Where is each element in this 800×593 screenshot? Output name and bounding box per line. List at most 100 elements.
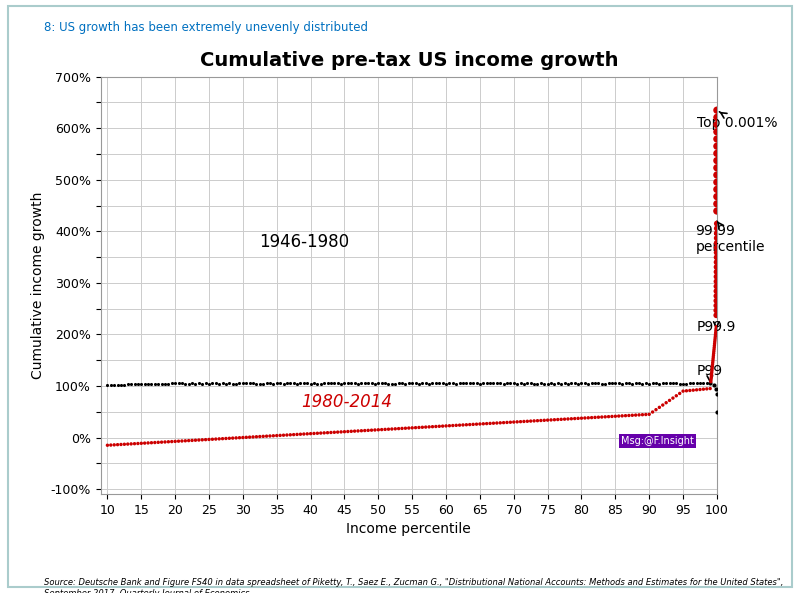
Point [128,380,141,389]
Point [450,420,462,430]
Point [504,378,517,388]
Point [355,378,368,388]
Point [111,440,124,449]
Point [226,379,239,388]
Point [321,378,334,388]
Point [162,379,174,388]
Point [700,378,713,388]
Point [440,379,453,388]
Point [419,379,432,388]
Point [263,378,276,388]
Point [477,419,490,429]
Point [219,433,232,443]
Point [342,427,354,436]
Point [706,354,719,364]
Point [595,379,608,388]
Point [710,327,722,337]
Point [416,423,429,432]
Point [389,379,402,388]
Point [710,156,723,165]
Point [538,379,550,388]
Point [653,403,666,412]
Point [179,379,192,388]
Point [402,423,415,433]
Point [331,378,344,388]
Point [656,400,669,410]
Point [369,425,382,435]
Point [436,379,449,388]
Point [213,379,226,388]
Point [558,378,571,388]
Point [598,412,611,422]
Point [548,415,561,425]
Point [602,412,615,422]
Point [378,378,391,388]
Point [284,378,297,388]
Point [210,434,222,444]
Point [223,378,236,388]
Point [233,433,246,442]
Point [430,378,442,388]
Point [105,380,118,390]
Point [358,426,371,435]
Point [307,429,320,438]
Point [690,378,703,388]
Point [707,352,720,362]
Point [155,379,168,388]
Point [663,378,676,388]
Point [558,415,571,424]
Point [480,419,493,428]
Point [382,425,395,434]
Point [708,339,721,349]
Point [318,428,330,438]
Point [619,411,632,420]
Point [182,436,195,445]
Point [240,432,253,442]
Point [334,379,347,388]
Point [206,435,218,444]
Point [572,379,585,388]
Point [135,439,148,448]
Point [114,380,127,390]
Point [670,379,682,388]
Point [616,411,629,420]
Point [582,413,594,423]
Point [518,379,530,388]
Point [650,405,662,415]
Point [643,410,656,419]
Point [707,350,720,360]
Point [710,199,723,209]
Point [609,412,622,421]
Point [674,388,686,398]
Point [399,379,412,388]
Point [328,428,341,437]
Point [705,373,718,382]
Point [710,407,723,416]
Point [562,415,574,424]
Point [135,380,148,389]
Point [372,379,385,388]
Point [710,177,723,187]
Point [287,430,300,439]
Point [138,438,151,448]
Point [545,415,558,425]
Point [206,378,218,388]
Point [636,410,649,419]
Point [314,379,327,388]
Point [105,441,118,450]
Point [196,435,209,445]
Point [710,113,723,122]
Point [568,414,581,423]
Point [172,379,185,388]
Point [706,360,719,369]
Point [331,428,344,437]
Point [534,416,547,425]
Point [710,163,723,173]
Point [365,378,378,388]
Point [680,386,693,396]
Point [575,413,588,423]
Point [554,415,567,424]
Point [656,378,669,388]
Point [274,431,286,440]
Point [636,379,649,388]
